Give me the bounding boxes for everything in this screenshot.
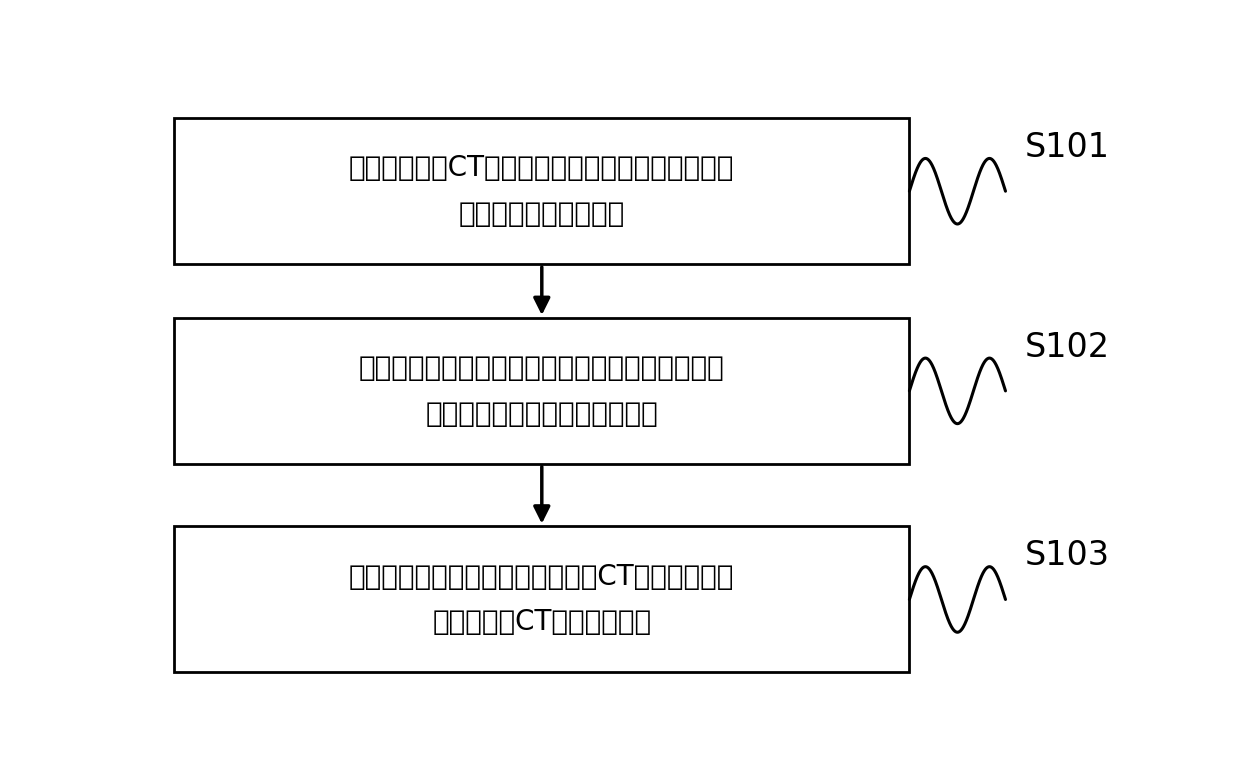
- Text: S101: S101: [1024, 131, 1110, 164]
- Text: 利用所述训练好的卷积神经网络对CT图像进行能谱
估计，得到CT图像能谱信息: 利用所述训练好的卷积神经网络对CT图像进行能谱 估计，得到CT图像能谱信息: [350, 563, 734, 636]
- Text: S103: S103: [1024, 539, 1110, 572]
- Text: 利用构建的训练数据集对所述卷积神经网络进行训
练，得到训练好的卷积神经网络: 利用构建的训练数据集对所述卷积神经网络进行训 练，得到训练好的卷积神经网络: [358, 354, 724, 428]
- FancyBboxPatch shape: [174, 526, 909, 673]
- Text: S102: S102: [1024, 330, 1110, 364]
- Text: 设计用于描述CT图像与能谱中光子分布概率之间耦
合关系的卷积神经网络: 设计用于描述CT图像与能谱中光子分布概率之间耦 合关系的卷积神经网络: [350, 155, 734, 228]
- FancyBboxPatch shape: [174, 118, 909, 264]
- FancyBboxPatch shape: [174, 318, 909, 464]
